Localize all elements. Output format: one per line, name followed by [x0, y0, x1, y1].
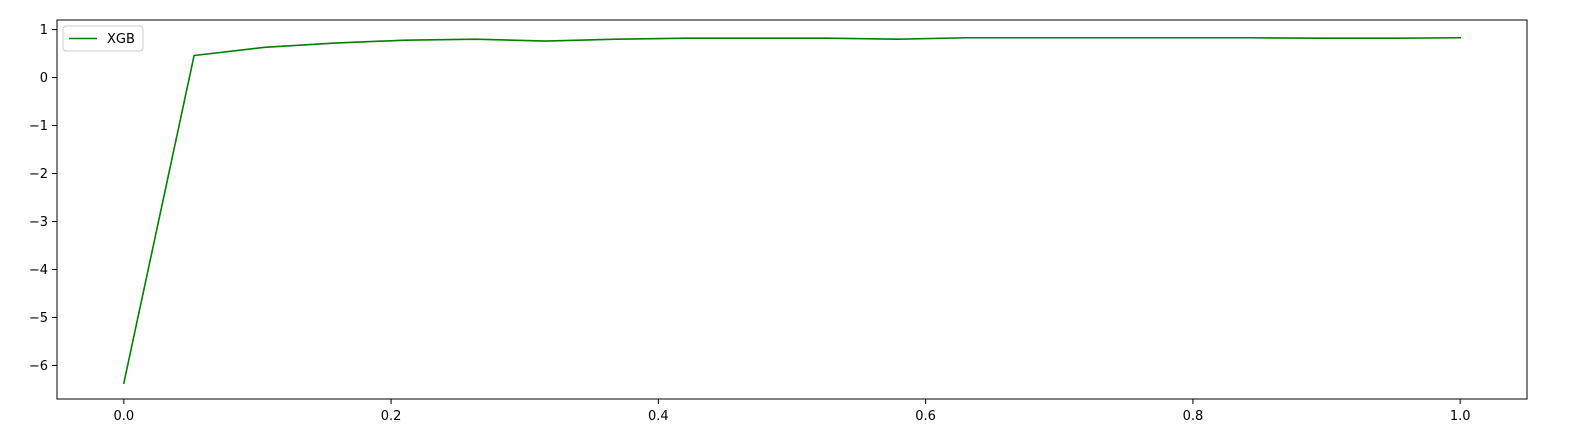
- legend: XGB: [62, 25, 144, 52]
- y-tick-label: 0: [40, 71, 48, 86]
- plot-area-frame: [56, 19, 1528, 400]
- x-tick-label: 0.6: [915, 409, 936, 424]
- y-tick-label: −3: [29, 215, 48, 230]
- x-tick-label: 0.8: [1183, 409, 1204, 424]
- x-tick-label: 0.2: [381, 409, 402, 424]
- x-tick-label: 1.0: [1450, 409, 1471, 424]
- x-tick-label: 0.4: [648, 409, 669, 424]
- x-tick-label: 0.0: [113, 409, 134, 424]
- legend-label: XGB: [107, 32, 135, 47]
- legend-box: [62, 25, 144, 52]
- y-tick-label: −4: [29, 263, 48, 278]
- series-line-xgb: [122, 36, 1461, 385]
- y-tick-label: −6: [29, 359, 48, 374]
- y-tick-label: −2: [29, 167, 48, 182]
- y-tick-label: −5: [29, 311, 48, 326]
- y-tick-label: 1: [40, 23, 48, 38]
- y-tick-label: −1: [29, 119, 48, 134]
